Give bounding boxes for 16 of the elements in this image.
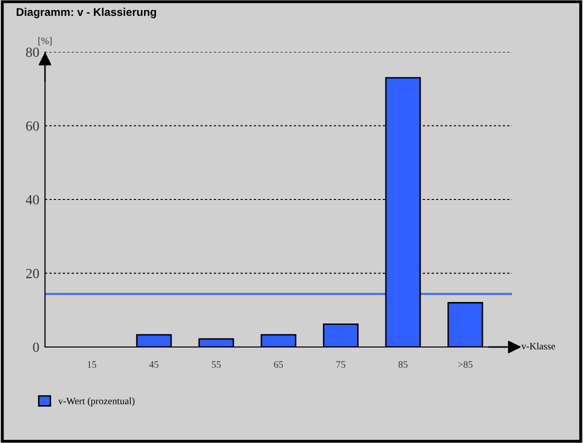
x-tick-label: 15 — [88, 361, 96, 368]
y-tick-label: 60 — [26, 121, 39, 131]
x-tick-label: 65 — [274, 361, 283, 368]
x-tick-label: 75 — [336, 361, 346, 368]
y-tick-label: 80 — [26, 48, 39, 57]
x-tick-label: 85 — [398, 361, 408, 368]
y-tick-label: 20 — [26, 268, 39, 278]
chart-title: Diagramm: v - Klassierung — [16, 8, 156, 18]
x-tick-label: 55 — [212, 361, 221, 368]
y-tick-label: 0 — [33, 342, 39, 352]
x-axis-title: v-Klasse — [521, 342, 556, 350]
x-tick-label: 45 — [149, 361, 158, 368]
legend-label: v-Wert (prozentual) — [58, 397, 134, 406]
y-axis-title: [%] — [38, 37, 52, 46]
y-tick-label: 40 — [26, 195, 39, 204]
x-tick-label: >85 — [458, 361, 473, 368]
